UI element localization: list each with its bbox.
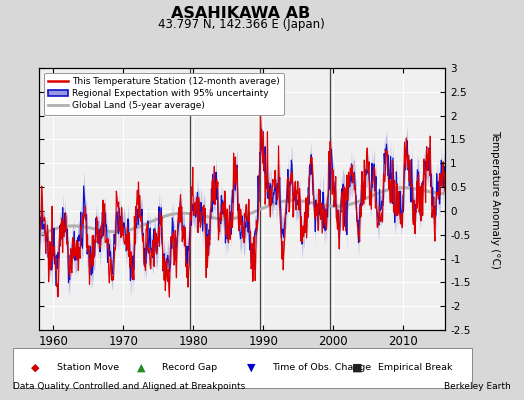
- Text: Data Quality Controlled and Aligned at Breakpoints: Data Quality Controlled and Aligned at B…: [13, 382, 245, 391]
- Text: Station Move: Station Move: [57, 363, 119, 372]
- Y-axis label: Temperature Anomaly (°C): Temperature Anomaly (°C): [490, 130, 500, 268]
- Text: Time of Obs. Change: Time of Obs. Change: [272, 363, 372, 372]
- Text: Berkeley Earth: Berkeley Earth: [444, 382, 511, 391]
- Text: Empirical Break: Empirical Break: [378, 363, 452, 372]
- Text: ▲: ▲: [137, 362, 145, 372]
- FancyBboxPatch shape: [13, 348, 472, 388]
- Text: ASAHIKAWA AB: ASAHIKAWA AB: [171, 6, 311, 21]
- Text: ◆: ◆: [31, 362, 40, 372]
- Text: ▼: ▼: [247, 362, 255, 372]
- Text: ■: ■: [353, 362, 363, 372]
- Legend: This Temperature Station (12-month average), Regional Expectation with 95% uncer: This Temperature Station (12-month avera…: [44, 72, 284, 115]
- Text: Record Gap: Record Gap: [162, 363, 217, 372]
- Text: 43.797 N, 142.366 E (Japan): 43.797 N, 142.366 E (Japan): [158, 18, 324, 31]
